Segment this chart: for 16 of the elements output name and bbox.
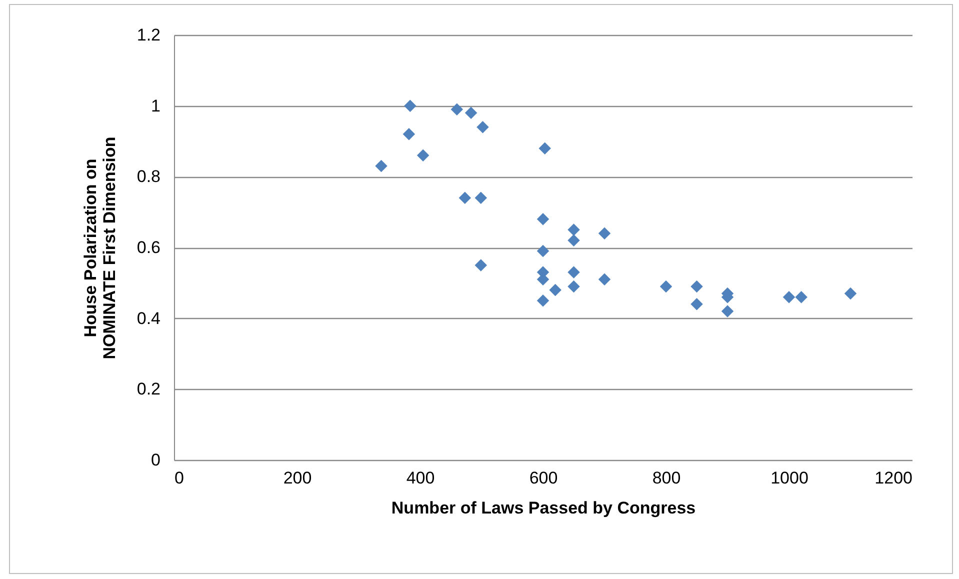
y-tick-label: 0 (151, 450, 160, 470)
y-axis-title: House Polarization on NOMINATE First Dimension (80, 136, 119, 360)
x-tick-label: 800 (652, 468, 681, 488)
x-tick-label: 1200 (874, 468, 912, 488)
y-tick-label: 1.2 (136, 26, 160, 44)
x-tick-label: 1000 (770, 468, 808, 488)
x-tick-label: 200 (283, 468, 312, 488)
y-tick-label: 0.4 (136, 308, 160, 328)
x-tick-label: 400 (406, 468, 435, 488)
y-tick-label: 0.8 (136, 167, 160, 186)
y-tick-label: 0.2 (136, 380, 160, 399)
x-axis-title: Number of Laws Passed by Congress (391, 498, 696, 518)
x-tick-label: 600 (529, 468, 558, 488)
y-tick-label: 1 (151, 96, 160, 116)
y-tick-label: 0.6 (136, 238, 160, 257)
x-tick-label: 0 (174, 468, 184, 488)
